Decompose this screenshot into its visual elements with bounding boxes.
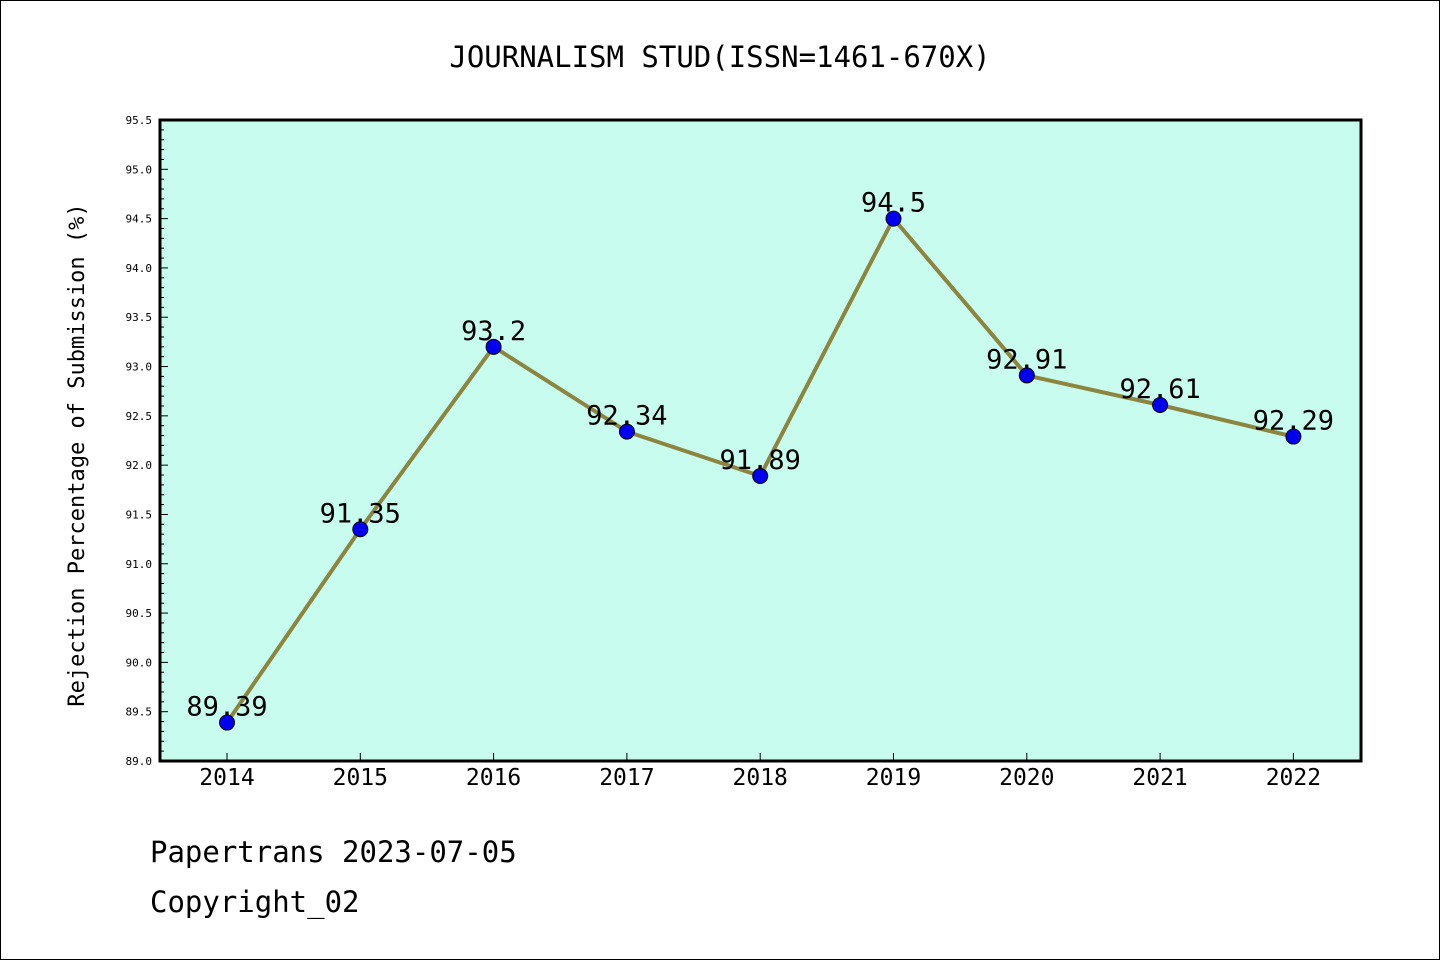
y-tick-label: 92.0 xyxy=(126,459,153,472)
y-tick-label: 91.0 xyxy=(126,558,153,571)
data-point xyxy=(885,210,902,227)
x-tick-label: 2015 xyxy=(333,765,388,791)
y-tick-label: 89.5 xyxy=(126,706,153,719)
data-point xyxy=(485,338,502,355)
y-tick-label: 94.0 xyxy=(126,262,153,275)
data-point xyxy=(1018,367,1035,384)
data-label: 92.91 xyxy=(986,344,1067,375)
data-label: 92.29 xyxy=(1253,406,1334,437)
y-axis-label: Rejection Percentage of Submission (%) xyxy=(65,203,90,706)
data-label: 89.39 xyxy=(186,692,267,723)
data-point xyxy=(352,521,369,538)
x-axis: 2014 2015 2016 2017 2018 2019 2020 2021 2022 xyxy=(199,753,1321,791)
plot-area xyxy=(158,118,1363,763)
data-labels: 89.39 91.35 93.2 92.34 91.89 94.5 92.91 92.61 92… xyxy=(186,188,1334,723)
x-tick-label: 2014 xyxy=(199,765,254,791)
y-axis: 89.0 89.5 90.0 90.5 91.0 91.5 92.0 92.5 93.0 93.5… xyxy=(126,114,168,768)
data-points xyxy=(219,210,1302,731)
x-tick-label: 2019 xyxy=(866,765,921,791)
y-tick-label: 95.5 xyxy=(126,114,153,127)
data-point xyxy=(1285,428,1302,445)
x-tick-label: 2021 xyxy=(1132,765,1187,791)
y-tick-label: 95.0 xyxy=(126,163,153,176)
footer-copyright: Copyright_02 xyxy=(150,885,360,919)
y-tick-label: 91.5 xyxy=(126,508,153,521)
data-label: 93.2 xyxy=(461,316,526,347)
data-label: 92.34 xyxy=(586,401,667,432)
x-tick-label: 2016 xyxy=(466,765,521,791)
y-tick-label: 94.5 xyxy=(126,213,153,226)
data-label: 91.35 xyxy=(320,498,401,529)
data-point xyxy=(752,468,769,485)
data-label: 91.89 xyxy=(720,445,801,476)
x-tick-label: 2018 xyxy=(733,765,788,791)
x-tick-label: 2020 xyxy=(999,765,1054,791)
y-tick-label: 89.0 xyxy=(126,755,153,768)
chart-title: JOURNALISM STUD(ISSN=1461-670X) xyxy=(449,40,990,74)
data-point xyxy=(1152,396,1169,413)
y-tick-label: 93.5 xyxy=(126,311,153,324)
y-tick-label: 93.0 xyxy=(126,361,153,374)
footer-date: Papertrans 2023-07-05 xyxy=(150,835,517,869)
data-point xyxy=(618,423,635,440)
data-label: 92.61 xyxy=(1119,374,1200,405)
x-tick-label: 2022 xyxy=(1266,765,1321,791)
data-point xyxy=(219,714,235,731)
y-tick-label: 92.5 xyxy=(126,410,153,423)
y-tick-label: 90.5 xyxy=(126,607,153,620)
data-label: 94.5 xyxy=(861,188,926,219)
x-tick-label: 2017 xyxy=(599,765,654,791)
y-tick-label: 90.0 xyxy=(126,656,153,669)
